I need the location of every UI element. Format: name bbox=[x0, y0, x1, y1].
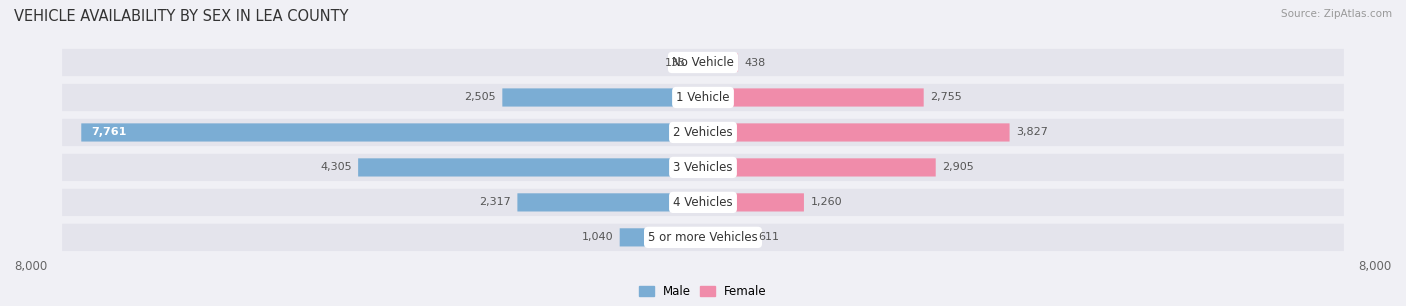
Text: 2,505: 2,505 bbox=[464, 92, 496, 103]
FancyBboxPatch shape bbox=[703, 158, 936, 177]
Text: 2,755: 2,755 bbox=[931, 92, 962, 103]
Text: 2,905: 2,905 bbox=[942, 162, 974, 172]
FancyBboxPatch shape bbox=[62, 154, 1344, 181]
FancyBboxPatch shape bbox=[82, 123, 703, 142]
Text: 4,305: 4,305 bbox=[321, 162, 352, 172]
Text: 8,000: 8,000 bbox=[1358, 260, 1392, 273]
Text: 1,040: 1,040 bbox=[582, 232, 613, 242]
Text: Source: ZipAtlas.com: Source: ZipAtlas.com bbox=[1281, 9, 1392, 19]
FancyBboxPatch shape bbox=[62, 84, 1344, 111]
Text: 3,827: 3,827 bbox=[1017, 128, 1047, 137]
FancyBboxPatch shape bbox=[359, 158, 703, 177]
Text: 7,761: 7,761 bbox=[91, 128, 127, 137]
Text: 438: 438 bbox=[745, 58, 766, 68]
FancyBboxPatch shape bbox=[703, 54, 738, 72]
FancyBboxPatch shape bbox=[703, 193, 804, 211]
Text: 2 Vehicles: 2 Vehicles bbox=[673, 126, 733, 139]
FancyBboxPatch shape bbox=[517, 193, 703, 211]
FancyBboxPatch shape bbox=[692, 54, 703, 72]
FancyBboxPatch shape bbox=[502, 88, 703, 106]
Text: 3 Vehicles: 3 Vehicles bbox=[673, 161, 733, 174]
Text: 611: 611 bbox=[758, 232, 779, 242]
Text: 1,260: 1,260 bbox=[810, 197, 842, 207]
Text: 5 or more Vehicles: 5 or more Vehicles bbox=[648, 231, 758, 244]
Legend: Male, Female: Male, Female bbox=[634, 280, 772, 303]
Text: 2,317: 2,317 bbox=[479, 197, 510, 207]
FancyBboxPatch shape bbox=[703, 88, 924, 106]
FancyBboxPatch shape bbox=[620, 228, 703, 246]
Text: VEHICLE AVAILABILITY BY SEX IN LEA COUNTY: VEHICLE AVAILABILITY BY SEX IN LEA COUNT… bbox=[14, 9, 349, 24]
FancyBboxPatch shape bbox=[62, 119, 1344, 146]
FancyBboxPatch shape bbox=[62, 189, 1344, 216]
Text: 8,000: 8,000 bbox=[14, 260, 48, 273]
Text: 4 Vehicles: 4 Vehicles bbox=[673, 196, 733, 209]
Text: 1 Vehicle: 1 Vehicle bbox=[676, 91, 730, 104]
Text: 135: 135 bbox=[665, 58, 686, 68]
Text: No Vehicle: No Vehicle bbox=[672, 56, 734, 69]
FancyBboxPatch shape bbox=[62, 224, 1344, 251]
FancyBboxPatch shape bbox=[62, 49, 1344, 76]
FancyBboxPatch shape bbox=[703, 228, 752, 246]
FancyBboxPatch shape bbox=[703, 123, 1010, 142]
